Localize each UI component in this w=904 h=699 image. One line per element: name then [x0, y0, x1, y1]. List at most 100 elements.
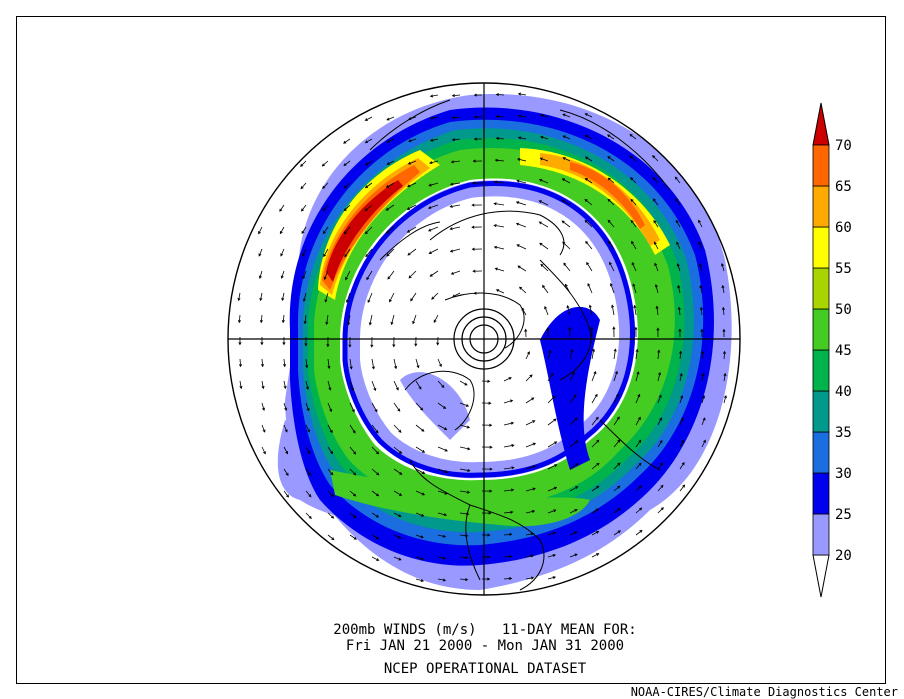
wind-vector-arrow — [540, 135, 549, 140]
wind-vector-arrow — [569, 348, 574, 360]
wind-vector-arrow — [371, 468, 380, 476]
wind-vector-arrow — [238, 336, 242, 346]
wind-vector-arrow — [562, 135, 571, 140]
wind-vector-arrow — [459, 490, 471, 494]
wind-vector-arrow — [327, 512, 335, 519]
wind-vector-arrow — [562, 113, 571, 118]
wind-vector-arrow — [723, 372, 727, 382]
wind-vector-arrow — [608, 240, 615, 250]
wind-vector-arrow — [721, 262, 725, 272]
wind-vector-arrow — [323, 248, 329, 258]
wind-vector-arrow — [525, 351, 530, 360]
wind-vector-arrow — [547, 464, 558, 470]
wind-vector-arrow — [635, 348, 639, 360]
wind-vector-arrow — [279, 226, 285, 235]
wind-vector-arrow — [586, 261, 593, 272]
wind-vector-arrow — [562, 157, 571, 162]
wind-vector-arrow — [674, 176, 681, 184]
wind-vector-arrow — [656, 327, 660, 338]
wind-vector-arrow — [503, 532, 513, 536]
wind-vector-arrow — [471, 247, 483, 251]
wind-vector-arrow — [657, 371, 662, 382]
wind-vector-arrow — [588, 304, 593, 316]
wind-vector-arrow — [385, 182, 395, 188]
plot-frame — [16, 16, 886, 684]
wind-vector-arrow — [415, 490, 426, 496]
wind-vector-arrow — [569, 394, 577, 404]
wind-vector-arrow — [538, 178, 549, 184]
wind-vector-arrow — [515, 222, 527, 228]
wind-vector-arrow — [613, 530, 621, 536]
wind-vector-arrow — [322, 204, 329, 212]
wind-vector-arrow — [415, 380, 422, 390]
wind-vector-arrow — [569, 463, 579, 470]
wind-vector-arrow — [300, 204, 307, 212]
wind-vector-arrow — [305, 424, 310, 433]
jet-core-atlantic-65-70 — [570, 162, 645, 229]
wind-vector-arrow — [503, 576, 513, 581]
colorbar-bin-20-25 — [812, 513, 830, 556]
colorbar-label: 20 — [835, 548, 852, 564]
colorbar-bin-55-60 — [812, 226, 830, 269]
colorbar-bin-45-50 — [812, 308, 830, 351]
wind-vector-arrow — [283, 446, 288, 455]
wind-vector-arrow — [679, 350, 683, 360]
wind-vector-arrow — [563, 262, 571, 272]
wind-vector-arrow — [569, 553, 578, 558]
wind-vector-arrow — [371, 534, 380, 540]
wind-vector-arrow — [515, 201, 527, 206]
wind-vector-arrow — [519, 286, 527, 294]
wind-vector-arrow — [459, 402, 470, 407]
wind-vector-arrow — [429, 138, 439, 142]
wind-vector-arrow — [699, 306, 703, 316]
wind-vector-arrow — [613, 439, 621, 448]
wind-vector-arrow — [676, 241, 681, 250]
wind-vector-arrow — [258, 248, 263, 257]
wind-vector-arrow — [364, 160, 373, 166]
wind-vector-arrow — [437, 534, 447, 538]
wind-vector-arrow — [300, 182, 307, 190]
wind-vector-arrow — [700, 350, 705, 360]
colorbar-label: 30 — [835, 466, 852, 482]
wind-vector-arrow — [406, 226, 417, 233]
wind-vector-arrow — [654, 262, 659, 272]
wind-vector-arrow — [305, 468, 311, 476]
wind-vector-arrow — [493, 245, 505, 250]
wind-vector-arrow — [408, 270, 417, 279]
wind-vector-arrow — [525, 442, 537, 448]
wind-vector-arrow — [449, 248, 461, 253]
wind-vector-arrow — [701, 372, 705, 382]
wind-vector-arrow — [472, 269, 483, 273]
wind-vector-arrow — [635, 371, 640, 382]
wind-vector-arrow — [393, 534, 402, 539]
wind-vector-arrow — [305, 490, 312, 498]
wind-vector-arrow — [385, 226, 395, 234]
wind-vector-arrow — [679, 395, 684, 404]
wind-vector-arrow — [261, 446, 266, 455]
wind-vector-arrow — [493, 202, 505, 206]
wind-vector-arrow — [679, 462, 685, 470]
wind-vector-arrow — [630, 177, 637, 184]
wind-vector-arrow — [525, 397, 535, 404]
wind-vector-arrow — [393, 358, 398, 370]
colorbar-label: 60 — [835, 220, 852, 236]
wind-vector-arrow — [657, 462, 663, 470]
wind-vector-arrow — [393, 380, 399, 391]
wind-vector-arrow — [349, 490, 357, 497]
colorbar-bin-50-55 — [812, 267, 830, 310]
wind-vector-arrow — [459, 578, 469, 582]
wind-vector-arrow — [302, 248, 307, 257]
wind-vector-arrow — [494, 267, 505, 272]
wind-vector-arrow — [701, 417, 706, 426]
colorbar-label: 40 — [835, 384, 852, 400]
wind-vector-arrow — [364, 182, 373, 189]
wind-vector-arrow — [385, 204, 395, 211]
wind-vector-arrow — [721, 306, 725, 316]
wind-vector-arrow — [451, 93, 461, 98]
wind-vector-arrow — [495, 93, 505, 97]
wind-vector-arrow — [723, 394, 727, 404]
wind-vector-arrow — [544, 305, 549, 316]
wind-vector-arrow — [471, 225, 483, 229]
wind-vector-arrow — [346, 292, 351, 304]
wind-vector-arrow — [613, 416, 620, 426]
